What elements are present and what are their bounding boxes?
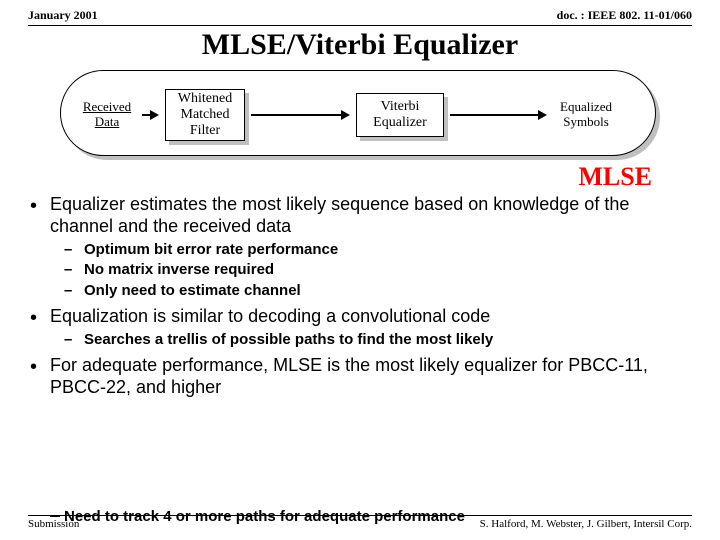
diagram-box-viterbi: ViterbiEqualizer	[356, 93, 444, 137]
mlse-badge: MLSE	[0, 162, 720, 192]
arrow-icon	[450, 110, 547, 120]
bullet-3: For adequate performance, MLSE is the mo…	[28, 355, 692, 399]
content-area: Equalizer estimates the most likely sequ…	[0, 192, 720, 399]
header-doc: doc. : IEEE 802. 11-01/060	[557, 8, 692, 23]
footer-left: Submission	[28, 518, 79, 530]
bullet-2: Equalization is similar to decoding a co…	[28, 306, 692, 349]
diagram-input: ReceivedData	[78, 100, 136, 130]
page-title: MLSE/Viterbi Equalizer	[28, 26, 692, 62]
footer-right: S. Halford, M. Webster, J. Gilbert, Inte…	[480, 518, 692, 530]
block-diagram: ReceivedData WhitenedMatchedFilter Viter…	[60, 70, 660, 160]
arrow-icon	[142, 110, 159, 120]
bullet-1-3: Only need to estimate channel	[64, 282, 692, 300]
diagram-output: EqualizedSymbols	[553, 100, 619, 130]
bullet-2-1: Searches a trellis of possible paths to …	[64, 331, 692, 349]
bullet-1-1: Optimum bit error rate performance	[64, 241, 692, 259]
header-date: January 2001	[28, 8, 98, 23]
bullet-1: Equalizer estimates the most likely sequ…	[28, 194, 692, 300]
bullet-1-2: No matrix inverse required	[64, 261, 692, 279]
page-footer: Submission S. Halford, M. Webster, J. Gi…	[28, 515, 692, 530]
diagram-box-wmf: WhitenedMatchedFilter	[165, 89, 245, 141]
arrow-icon	[251, 110, 350, 120]
